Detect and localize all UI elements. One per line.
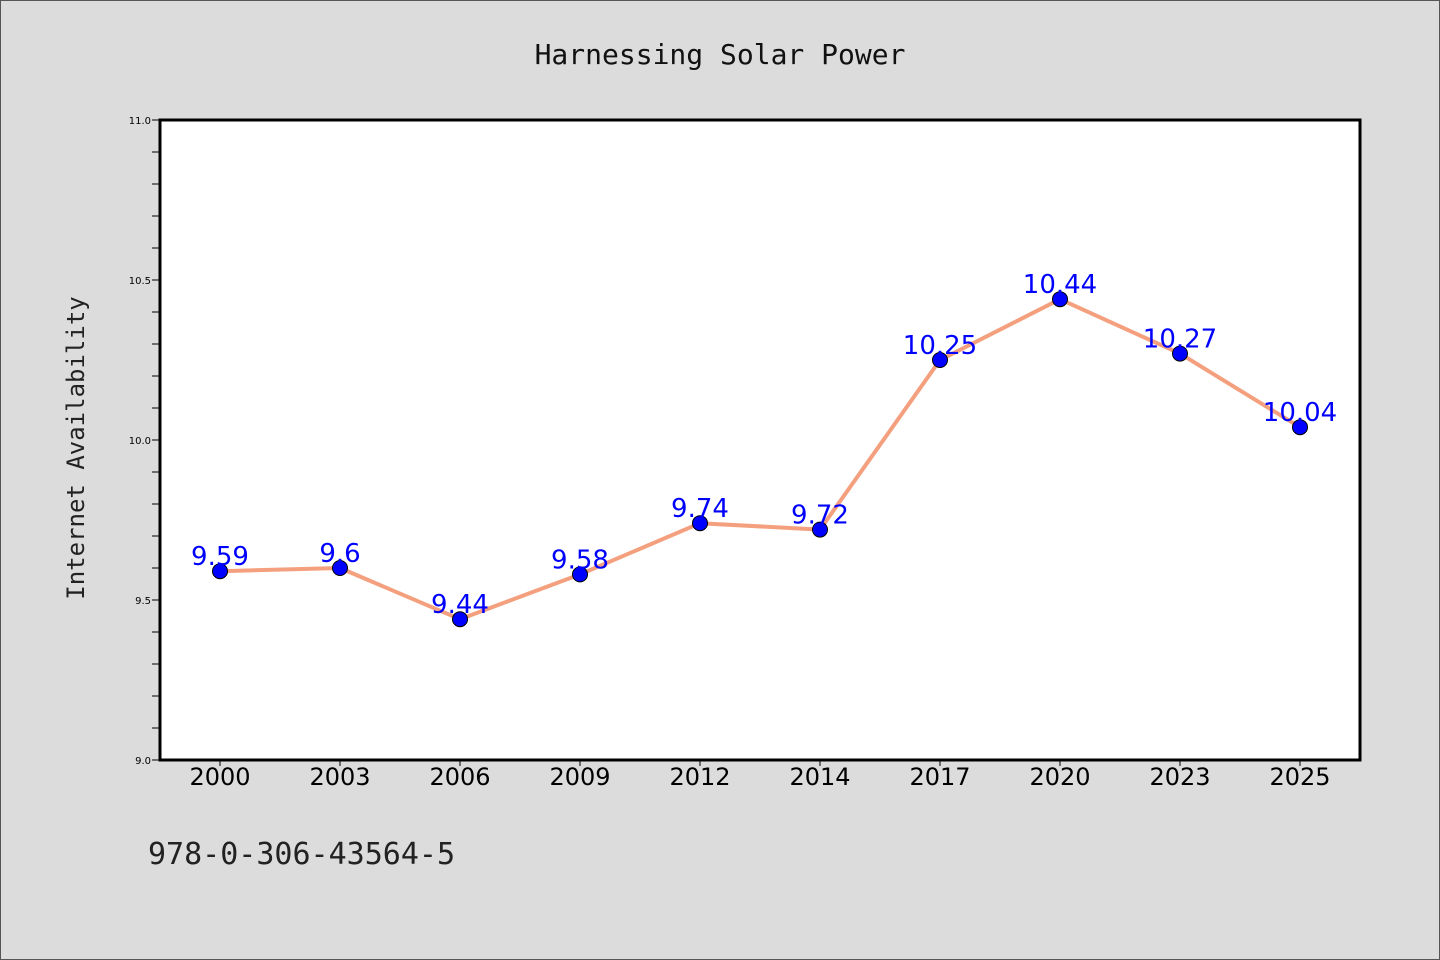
data-label: 9.58 (551, 545, 609, 575)
series-line (219, 297, 1302, 622)
data-markers (212, 291, 1308, 628)
data-point (572, 566, 588, 583)
data-labels: 9.59 9.6 9.44 9.58 9.74 9.72 10.25 10.44 10.27 10… (191, 270, 1337, 620)
data-point (1052, 291, 1068, 308)
data-label: 10.25 (903, 331, 977, 361)
data-label: 9.74 (671, 494, 729, 524)
data-label: 9.59 (191, 542, 249, 572)
y-minor-ticks (152, 151, 160, 729)
chart-title: Harnessing Solar Power (535, 38, 906, 71)
y-tick-label: 9.0 (135, 756, 151, 767)
x-tick-label: 2023 (1149, 763, 1210, 791)
y-axis-label: Internet Availability (62, 296, 90, 599)
data-label: 9.44 (431, 590, 489, 620)
data-point (812, 521, 828, 538)
plot-area (158, 118, 1362, 762)
x-tick-label: 2009 (549, 763, 610, 791)
x-tick-label: 2025 (1269, 763, 1330, 791)
data-point (212, 563, 228, 580)
y-tick-label: 10.0 (129, 436, 151, 447)
y-tick-label: 10.5 (129, 276, 151, 287)
y-tick-label: 9.5 (135, 596, 151, 607)
footer-isbn: 978-0-306-43564-5 (148, 837, 455, 872)
x-tick-label: 2000 (189, 763, 250, 791)
x-tick-label: 2003 (309, 763, 370, 791)
y-axis: 9.0 9.5 10.0 10.5 11.0 (129, 116, 160, 767)
x-tick-label: 2014 (789, 763, 850, 791)
x-tick-label: 2006 (429, 763, 490, 791)
data-point (1292, 419, 1308, 436)
data-label: 10.44 (1023, 270, 1097, 300)
data-point (1172, 345, 1188, 362)
data-point (692, 515, 708, 532)
data-label: 10.04 (1263, 398, 1337, 428)
data-label: 9.6 (319, 539, 360, 569)
x-axis: 2000 2003 2006 2009 2012 2014 2017 2020 2023 2025 (189, 760, 1331, 791)
y-tick-label: 11.0 (129, 116, 151, 127)
data-point (332, 560, 348, 576)
data-label: 10.27 (1143, 325, 1217, 355)
data-label: 9.72 (791, 501, 849, 531)
data-point (452, 611, 468, 628)
x-tick-label: 2012 (669, 763, 730, 791)
x-tick-label: 2017 (909, 763, 970, 791)
data-point (932, 352, 948, 368)
x-tick-label: 2020 (1029, 763, 1090, 791)
